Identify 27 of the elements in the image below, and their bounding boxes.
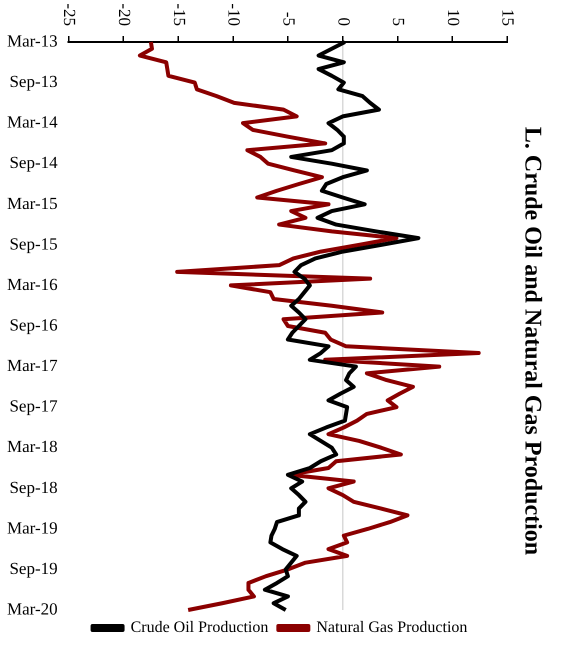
legend-label: Natural Gas Production [316,619,468,636]
x-tick-label: -10 [224,3,244,26]
y-tick-label: Mar-14 [6,112,58,132]
y-tick-label: Sep-16 [9,315,58,334]
y-tick-label: Mar-19 [6,518,58,538]
y-tick-label: Sep-18 [9,478,58,497]
y-tick-label: Mar-16 [6,274,58,294]
x-tick-label: -20 [114,3,134,26]
x-tick-label: -25 [60,3,80,26]
text: L. Crude Oil and Natural Gas Production [519,126,546,556]
y-tick-label: Mar-20 [6,599,58,618]
x-tick-label: 15 [498,9,518,26]
y-tick-label: Mar-17 [6,356,58,376]
x-tick-label: 5 [389,18,408,26]
x-tick-label: 0 [334,18,354,26]
legend-label: Crude Oil Production [130,619,268,636]
y-tick-label: Sep-13 [9,72,58,92]
x-tick-label: 10 [444,9,463,26]
x-tick-label: -15 [170,3,189,26]
x-tick-label: -5 [279,12,298,26]
y-tick-label: Sep-19 [9,558,58,578]
y-tick-label: Sep-14 [9,153,58,172]
y-tick-label: Mar-13 [6,31,58,50]
y-tick-label: Sep-17 [9,396,58,416]
y-tick-label: Sep-15 [9,234,58,254]
y-tick-label: Mar-15 [6,194,58,213]
y-tick-label: Mar-18 [6,437,58,456]
